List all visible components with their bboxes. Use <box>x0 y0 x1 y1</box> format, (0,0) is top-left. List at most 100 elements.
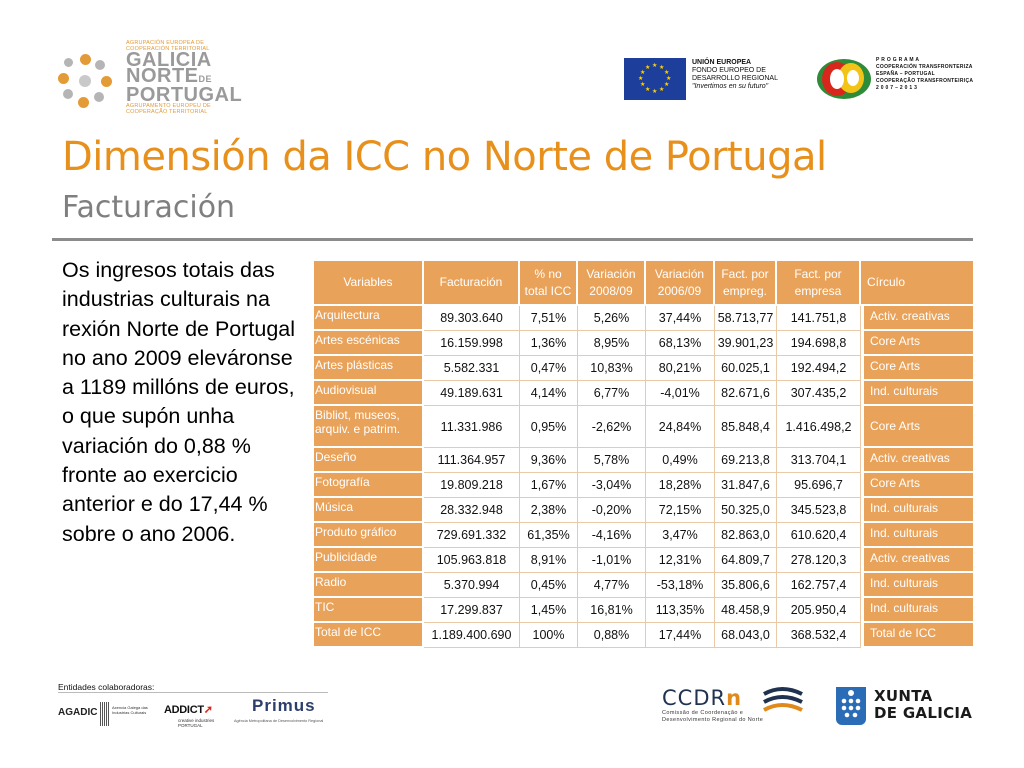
col-header-pct-total: % no total ICC <box>520 261 578 306</box>
table-row: Total de ICC 1.189.400.690 100% 0,88% 17,44%… <box>314 623 973 648</box>
footer-divider <box>58 692 328 693</box>
cell-circulo: Ind. culturais <box>861 381 973 406</box>
cell-var-2006-09: 18,28% <box>646 473 715 498</box>
cell-var-2006-09: 24,84% <box>646 406 715 448</box>
cell-variable: Publicidade <box>314 548 424 573</box>
cell-circulo: Activ. creativas <box>861 306 973 331</box>
logo-small-text: COOPERAÇÃO TERRITORIAL <box>126 109 208 115</box>
cell-var-2006-09: 17,44% <box>646 623 715 648</box>
xunta-shield-icon <box>836 687 866 725</box>
cell-var-2008-09: 0,88% <box>578 623 646 648</box>
col-header-var-2006-09: Variación 2006/09 <box>646 261 715 306</box>
cell-pct-total: 2,38% <box>520 498 578 523</box>
cell-circulo: Total de ICC <box>861 623 973 648</box>
cell-circulo: Ind. culturais <box>861 598 973 623</box>
cell-fact-empreg: 69.213,8 <box>715 448 777 473</box>
cell-fact-empreg: 31.847,6 <box>715 473 777 498</box>
cell-facturacion: 16.159.998 <box>424 331 520 356</box>
cell-var-2008-09: -4,16% <box>578 523 646 548</box>
eu-feder-logo: ★ ★ ★ ★ ★ ★ ★ ★ ★ ★ ★ ★ UNIÓN EUROPEA FO… <box>624 58 800 102</box>
logo-line-portugal: PORTUGAL <box>126 84 243 106</box>
cell-facturacion: 5.582.331 <box>424 356 520 381</box>
poctep-line: P R O G R A M A <box>876 57 920 63</box>
col-header-circulo: Círculo <box>861 261 973 306</box>
eu-slogan: "Invertimos en su futuro" <box>692 83 769 90</box>
dots-icon <box>58 54 114 110</box>
cell-facturacion: 11.331.986 <box>424 406 520 448</box>
slide-subtitle: Facturación <box>62 190 236 225</box>
cell-variable: Fotografía <box>314 473 424 498</box>
cell-var-2008-09: -0,20% <box>578 498 646 523</box>
cell-pct-total: 61,35% <box>520 523 578 548</box>
cell-facturacion: 49.189.631 <box>424 381 520 406</box>
cell-pct-total: 0,45% <box>520 573 578 598</box>
ccdrn-waves-icon <box>763 687 803 712</box>
logo-line-de: DE <box>198 74 213 84</box>
cell-pct-total: 0,47% <box>520 356 578 381</box>
cell-fact-empreg: 82.671,6 <box>715 381 777 406</box>
cell-var-2006-09: 68,13% <box>646 331 715 356</box>
cell-fact-empreg: 68.043,0 <box>715 623 777 648</box>
cell-variable: Deseño <box>314 448 424 473</box>
cell-var-2008-09: 4,77% <box>578 573 646 598</box>
cell-circulo: Activ. creativas <box>861 448 973 473</box>
cell-fact-empresa: 162.757,4 <box>777 573 861 598</box>
agadic-bars-icon <box>100 702 109 726</box>
cell-circulo: Ind. culturais <box>861 523 973 548</box>
cell-fact-empresa: 368.532,4 <box>777 623 861 648</box>
cell-circulo: Ind. culturais <box>861 573 973 598</box>
cell-facturacion: 105.963.818 <box>424 548 520 573</box>
cell-pct-total: 0,95% <box>520 406 578 448</box>
addict-logo: ADDICT➚ creative industries PORTUGAL <box>164 700 234 730</box>
cell-fact-empreg: 39.901,23 <box>715 331 777 356</box>
footer-label: Entidades colaboradoras: <box>58 682 155 692</box>
col-header-variables: Variables <box>314 261 424 306</box>
cell-variable: Audiovisual <box>314 381 424 406</box>
agadic-name: AGADIC <box>58 707 98 718</box>
body-paragraph: Os ingresos totais das industrias cultur… <box>62 258 296 546</box>
table-row: Produto gráfico 729.691.332 61,35% -4,16% 3,… <box>314 523 973 548</box>
cell-facturacion: 89.303.640 <box>424 306 520 331</box>
cell-pct-total: 100% <box>520 623 578 648</box>
cell-fact-empreg: 82.863,0 <box>715 523 777 548</box>
table-row: Artes plásticas 5.582.331 0,47% 10,83% 80,21… <box>314 356 973 381</box>
cell-facturacion: 111.364.957 <box>424 448 520 473</box>
cell-circulo: Core Arts <box>861 331 973 356</box>
cell-variable: Bibliot, museos, arquiv. e patrim. <box>314 406 424 448</box>
poctep-logo: P R O G R A M A COOPERACIÓN TRANSFRONTER… <box>816 56 976 104</box>
cell-pct-total: 8,91% <box>520 548 578 573</box>
primus-logo: Primus Agência Metropolitana de Desenvol… <box>234 696 334 730</box>
table-row: Audiovisual 49.189.631 4,14% 6,77% -4,01% 82.… <box>314 381 973 406</box>
poctep-line: ESPAÑA – PORTUGAL <box>876 71 935 77</box>
cell-fact-empreg: 48.458,9 <box>715 598 777 623</box>
title-divider <box>52 238 973 241</box>
cell-facturacion: 729.691.332 <box>424 523 520 548</box>
logo-small-text: AGRUPAMENTO EUROPEU DE <box>126 103 211 109</box>
logo-small-text: AGRUPACIÓN EUROPEA DE <box>126 40 205 46</box>
col-header-fact-empreg: Fact. por empreg. <box>715 261 777 306</box>
eu-flag-icon: ★ ★ ★ ★ ★ ★ ★ ★ ★ ★ ★ ★ <box>624 58 686 100</box>
cell-var-2008-09: 10,83% <box>578 356 646 381</box>
cell-facturacion: 19.809.218 <box>424 473 520 498</box>
table-row: Bibliot, museos, arquiv. e patrim. 11.331… <box>314 406 973 448</box>
cell-var-2008-09: -1,01% <box>578 548 646 573</box>
cell-var-2008-09: 5,78% <box>578 448 646 473</box>
cell-variable: Produto gráfico <box>314 523 424 548</box>
ccdrn-small-line2: Desenvolvimento Regional do Norte <box>662 717 764 723</box>
cell-fact-empresa: 313.704,1 <box>777 448 861 473</box>
facturacion-table: Variables Facturación % no total ICC Var… <box>314 261 973 648</box>
cell-variable: Radio <box>314 573 424 598</box>
cell-var-2008-09: 8,95% <box>578 331 646 356</box>
ccdrn-name: CCDR <box>662 686 727 710</box>
cell-fact-empresa: 610.620,4 <box>777 523 861 548</box>
cell-var-2006-09: 80,21% <box>646 356 715 381</box>
poctep-line: COOPERAÇÃO TRANSFRONTEIRIÇA <box>876 78 974 84</box>
cell-variable: Música <box>314 498 424 523</box>
cell-var-2006-09: -4,01% <box>646 381 715 406</box>
cell-pct-total: 1,36% <box>520 331 578 356</box>
table-row: TIC 17.299.837 1,45% 16,81% 113,35% 48.458,9 2… <box>314 598 973 623</box>
cell-var-2008-09: -2,62% <box>578 406 646 448</box>
cell-fact-empresa: 278.120,3 <box>777 548 861 573</box>
cell-fact-empresa: 1.416.498,2 <box>777 406 861 448</box>
cell-var-2006-09: 37,44% <box>646 306 715 331</box>
